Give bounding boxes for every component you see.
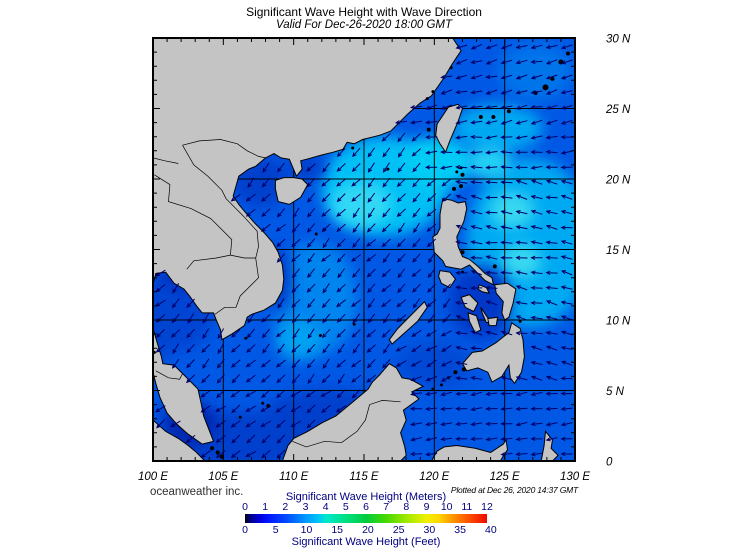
legend-title-feet: Significant Wave Height (Feet) bbox=[291, 536, 441, 548]
legend-meter-value: 1 bbox=[262, 501, 269, 513]
chart-subtitle: Valid For Dec-26-2020 18:00 GMT bbox=[276, 19, 452, 31]
lon-tick-label: 125 E bbox=[490, 471, 520, 483]
legend-feet-value: 35 bbox=[454, 524, 466, 536]
legend-meter-value: 8 bbox=[403, 501, 410, 513]
legend-feet-value: 30 bbox=[423, 524, 436, 536]
legend-colorbar bbox=[245, 514, 487, 523]
legend-feet-value: 20 bbox=[362, 524, 374, 536]
legend-meter-value: 10 bbox=[440, 501, 453, 513]
legend-feet-value: 25 bbox=[392, 524, 405, 536]
legend-meter-value: 5 bbox=[342, 501, 349, 513]
legend-feet-value: 0 bbox=[242, 524, 248, 536]
legend-meter-value: 2 bbox=[282, 501, 289, 513]
legend-title-meters: Significant Wave Height (Meters) bbox=[285, 491, 447, 503]
lon-tick-label: 130 E bbox=[560, 471, 590, 483]
legend-feet-value: 5 bbox=[272, 524, 279, 536]
legend-meter-value: 11 bbox=[461, 501, 473, 513]
lon-tick-label: 120 E bbox=[419, 471, 449, 483]
legend-feet-value: 15 bbox=[331, 524, 344, 536]
legend-meter-value: 4 bbox=[322, 501, 329, 513]
credit-plotted-at: Plotted at Dec 26, 2020 14:37 GMT bbox=[450, 485, 578, 495]
lat-tick-label: 30 N bbox=[606, 34, 631, 46]
legend-meter-value: 12 bbox=[481, 501, 493, 513]
legend-meter-value: 6 bbox=[363, 501, 369, 513]
lat-tick-label: 5 N bbox=[606, 386, 625, 398]
lat-tick-label: 10 N bbox=[606, 316, 631, 328]
lat-tick-label: 25 N bbox=[605, 104, 631, 116]
credit-oceanweather: oceanweather inc. bbox=[150, 486, 244, 498]
lat-tick-label: 20 N bbox=[605, 175, 631, 187]
legend-feet-value: 10 bbox=[300, 524, 313, 536]
legend-feet-value: 40 bbox=[485, 524, 497, 536]
lat-tick-label: 15 N bbox=[606, 245, 631, 257]
legend-meter-value: 7 bbox=[383, 501, 390, 513]
legend-meter-value: 0 bbox=[242, 501, 248, 513]
legend-meter-value: 9 bbox=[423, 501, 430, 513]
chart-title: Significant Wave Height with Wave Direct… bbox=[246, 5, 482, 19]
legend-meter-value: 3 bbox=[302, 501, 309, 513]
lat-tick-label: 0 bbox=[606, 457, 613, 469]
lon-tick-label: 110 E bbox=[279, 471, 309, 483]
lon-tick-label: 105 E bbox=[208, 471, 238, 483]
lon-tick-label: 115 E bbox=[349, 471, 379, 483]
lon-tick-label: 100 E bbox=[138, 471, 168, 483]
